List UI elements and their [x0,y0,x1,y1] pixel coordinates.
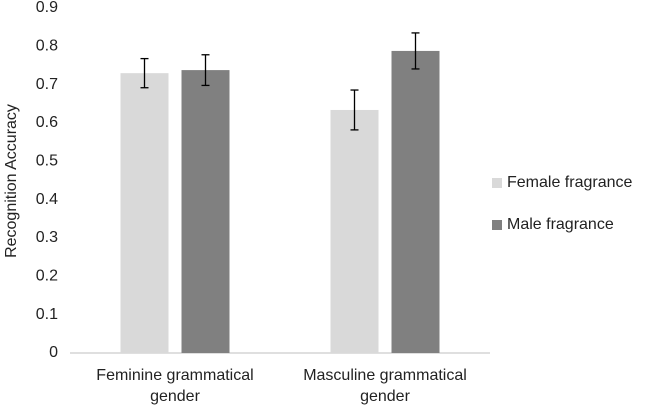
y-tick-label: 0.6 [36,114,58,131]
bar [391,50,440,353]
legend-swatch [492,178,502,188]
error-bar [201,54,210,87]
y-tick-label: 0.5 [36,153,58,170]
x-tick-label: Masculine grammatical gender [303,367,467,405]
error-bar [411,32,420,70]
bar [181,70,230,353]
y-tick-label: 0.7 [36,76,58,93]
error-bar [350,89,359,131]
y-tick-label: 0.2 [36,268,58,285]
bar [120,73,169,354]
y-tick-label: 0.1 [36,306,58,323]
legend-label: Male fragrance [507,216,614,233]
y-tick-label: 0.9 [36,0,58,16]
y-tick-label: 0.8 [36,38,58,55]
legend-label: Female fragrance [507,174,632,191]
y-axis-label: Recognition Accuracy [3,104,20,258]
y-tick-label: 0.4 [36,191,58,208]
x-tick-label: Feminine grammatical gender [96,367,254,405]
legend-swatch [492,220,502,230]
y-tick-label: 0.3 [36,229,58,246]
error-bar [140,57,149,89]
y-tick-label: 0 [49,344,58,361]
bar [330,109,379,353]
